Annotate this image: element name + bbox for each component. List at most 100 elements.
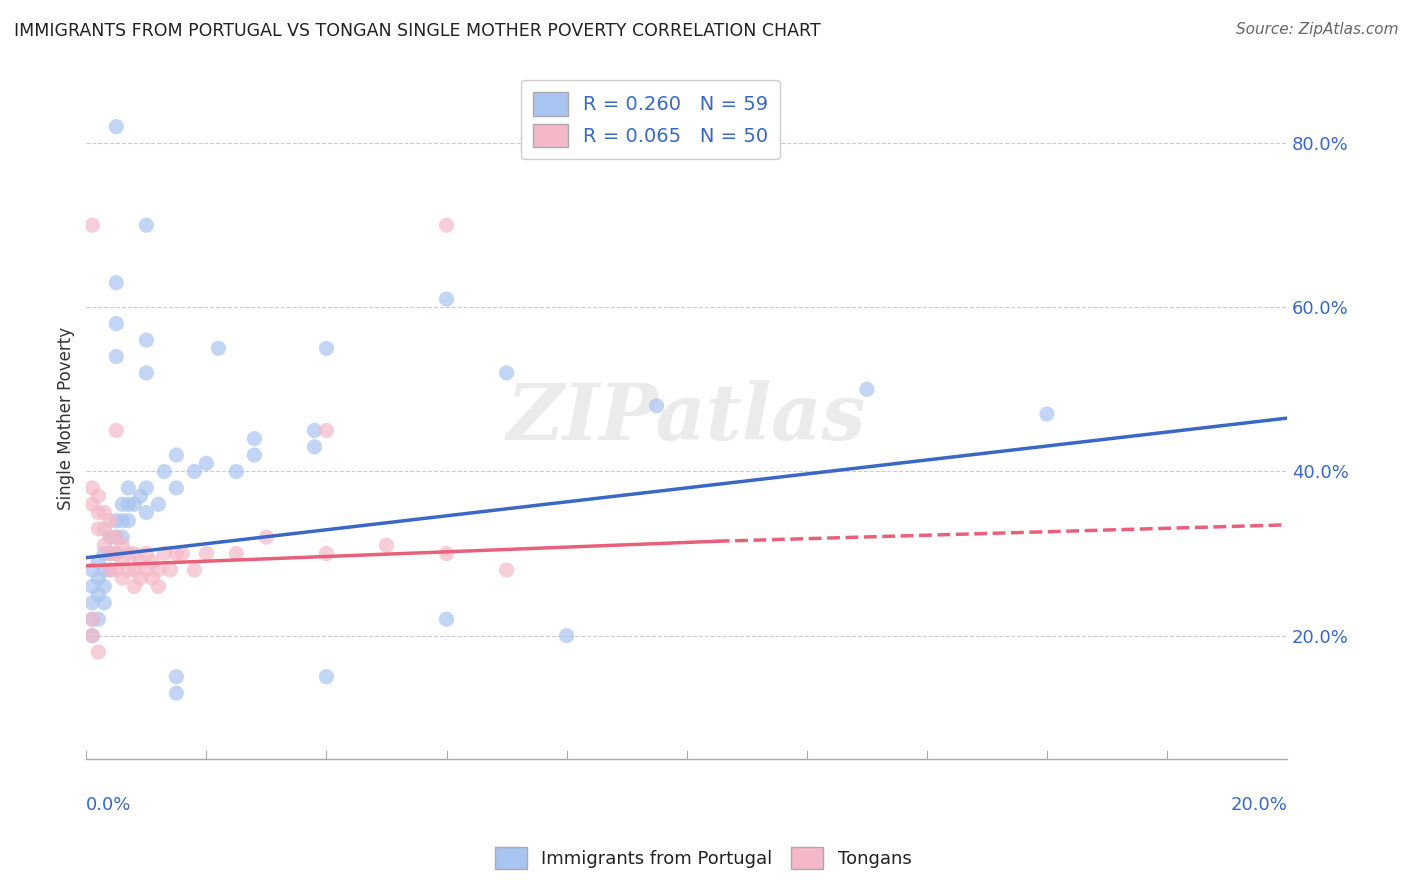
Point <box>315 670 337 684</box>
Point <box>105 563 128 577</box>
Point <box>87 489 110 503</box>
Point <box>98 530 121 544</box>
Point <box>555 629 578 643</box>
Point <box>105 276 128 290</box>
Point <box>225 465 247 479</box>
Point <box>375 538 398 552</box>
Point <box>243 432 266 446</box>
Point <box>93 538 115 552</box>
Point <box>129 555 152 569</box>
Point <box>124 579 146 593</box>
Point <box>165 686 187 700</box>
Point <box>165 448 187 462</box>
Point <box>87 571 110 585</box>
Point <box>165 670 187 684</box>
Point <box>135 218 157 232</box>
Point <box>304 424 326 438</box>
Point <box>172 547 194 561</box>
Y-axis label: Single Mother Poverty: Single Mother Poverty <box>58 326 75 509</box>
Legend: Immigrants from Portugal, Tongans: Immigrants from Portugal, Tongans <box>485 838 921 879</box>
Point <box>148 563 170 577</box>
Point <box>111 571 134 585</box>
Point <box>105 514 128 528</box>
Point <box>93 547 115 561</box>
Point <box>111 530 134 544</box>
Point <box>105 350 128 364</box>
Point <box>82 612 104 626</box>
Point <box>87 588 110 602</box>
Point <box>225 547 247 561</box>
Point <box>117 514 139 528</box>
Point <box>436 218 458 232</box>
Point <box>148 579 170 593</box>
Point <box>141 555 163 569</box>
Point <box>141 571 163 585</box>
Point <box>436 612 458 626</box>
Point <box>117 497 139 511</box>
Point <box>315 342 337 356</box>
Point <box>135 481 157 495</box>
Point <box>304 440 326 454</box>
Point <box>87 555 110 569</box>
Point <box>165 547 187 561</box>
Point <box>105 547 128 561</box>
Point <box>129 489 152 503</box>
Point <box>129 571 152 585</box>
Legend: R = 0.260   N = 59, R = 0.065   N = 50: R = 0.260 N = 59, R = 0.065 N = 50 <box>522 80 780 159</box>
Text: Source: ZipAtlas.com: Source: ZipAtlas.com <box>1236 22 1399 37</box>
Point <box>93 522 115 536</box>
Point <box>195 547 218 561</box>
Point <box>315 424 337 438</box>
Point <box>135 563 157 577</box>
Point <box>82 629 104 643</box>
Point <box>135 366 157 380</box>
Point <box>183 465 205 479</box>
Point <box>87 522 110 536</box>
Point <box>105 317 128 331</box>
Point <box>82 579 104 593</box>
Point <box>98 547 121 561</box>
Point <box>153 547 176 561</box>
Point <box>117 481 139 495</box>
Point <box>93 596 115 610</box>
Point <box>148 497 170 511</box>
Point <box>195 456 218 470</box>
Point <box>82 596 104 610</box>
Point <box>135 547 157 561</box>
Point <box>153 465 176 479</box>
Point <box>436 547 458 561</box>
Text: 20.0%: 20.0% <box>1230 797 1286 814</box>
Point <box>183 563 205 577</box>
Point <box>93 563 115 577</box>
Point <box>135 333 157 347</box>
Point <box>856 383 879 397</box>
Point <box>93 506 115 520</box>
Point <box>645 399 668 413</box>
Point <box>98 514 121 528</box>
Point <box>87 506 110 520</box>
Text: ZIPatlas: ZIPatlas <box>508 380 866 457</box>
Point <box>124 547 146 561</box>
Point <box>98 547 121 561</box>
Point <box>82 629 104 643</box>
Point <box>98 563 121 577</box>
Point <box>111 514 134 528</box>
Point <box>495 366 517 380</box>
Point <box>82 612 104 626</box>
Point <box>315 547 337 561</box>
Point <box>82 218 104 232</box>
Point <box>98 530 121 544</box>
Point <box>105 530 128 544</box>
Point <box>87 645 110 659</box>
Point <box>105 547 128 561</box>
Point <box>135 506 157 520</box>
Point <box>124 497 146 511</box>
Point <box>111 497 134 511</box>
Point <box>82 481 104 495</box>
Point <box>1036 407 1059 421</box>
Point <box>243 448 266 462</box>
Point <box>495 563 517 577</box>
Point <box>87 612 110 626</box>
Point <box>124 563 146 577</box>
Point <box>82 563 104 577</box>
